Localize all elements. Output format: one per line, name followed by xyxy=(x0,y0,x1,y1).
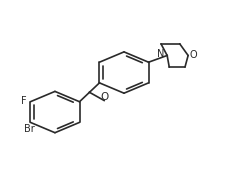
Text: Br: Br xyxy=(24,124,34,134)
Text: F: F xyxy=(21,96,26,106)
Text: O: O xyxy=(190,50,197,60)
Text: N: N xyxy=(157,49,165,59)
Text: O: O xyxy=(100,92,108,102)
